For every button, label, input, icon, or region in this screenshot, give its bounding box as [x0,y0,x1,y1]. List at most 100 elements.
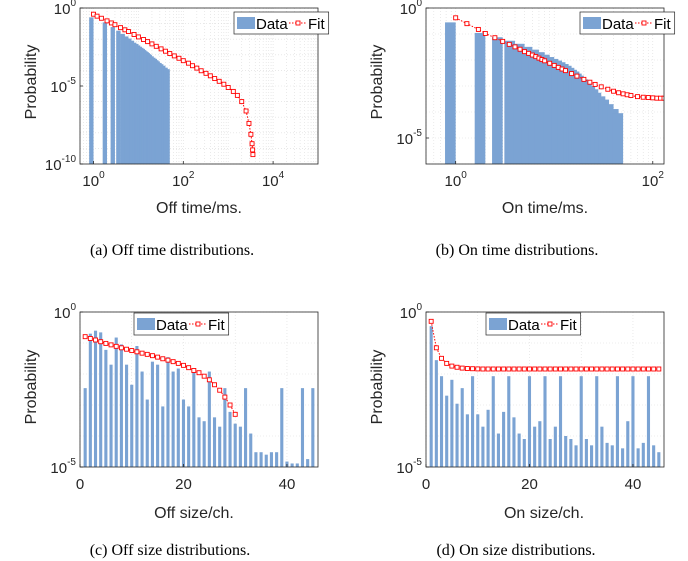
bar [104,349,108,467]
fit-point [144,351,150,357]
bar [631,376,635,467]
fit-point [587,79,593,85]
panel-c: Probability Off size/ch. (c) Off size di… [23,350,250,559]
bar [491,376,495,467]
legend-fit-label: Fit [654,16,671,33]
xlabel-b: On time/ms. [502,200,588,217]
bar [140,371,144,467]
bar [83,388,87,467]
xlabel-d: On size/ch. [504,505,584,522]
fit-point [574,73,580,79]
fit-point [522,49,528,55]
fit-point [475,26,481,32]
bar [521,46,533,164]
fit-point [118,345,124,351]
bar [533,426,537,467]
fit-line [85,336,236,415]
bar [156,364,160,467]
fit-point [249,141,255,147]
fit-point [108,342,114,348]
bar [130,384,134,467]
legend-b: Data Fit [579,11,676,35]
fit-point [129,348,135,354]
bar [445,22,456,164]
bar [465,414,469,467]
fit-point [124,346,130,352]
bar [513,43,525,164]
fit-point [542,366,548,372]
plot-a: 100 102 104 10-10 10-5 100 Data Fit [45,0,330,190]
fit-point [98,339,104,345]
bars-d [429,326,661,467]
xtick-label: 40 [625,476,642,493]
bar [564,436,568,467]
bar [646,376,651,467]
fit-point [134,349,140,355]
bar [543,376,547,467]
fit-point [149,353,155,359]
bar [161,406,165,467]
legend-fit-label: Fit [308,16,325,33]
fit-point [181,362,186,368]
bar [165,69,170,164]
bar [150,361,154,467]
fit-point [167,51,173,57]
fit-point [158,46,164,52]
fit-point [656,366,662,372]
bar [269,452,273,467]
bar [119,344,123,467]
fit-point [511,366,517,372]
bar [116,30,121,164]
fit-point [126,29,131,34]
bar [507,376,511,467]
bar [558,376,563,467]
axes-box-b [425,7,665,165]
bar [109,364,113,467]
xlabel-c: Off size/ch. [154,505,234,522]
fit-point [190,63,195,69]
bar [455,403,459,467]
fit-point [155,354,161,360]
bar [212,417,217,467]
bar [110,27,115,164]
bar [641,442,645,467]
bar [504,40,516,164]
fit-point [614,366,620,372]
fit-point [433,345,439,351]
bar [93,330,98,467]
fit-d [428,318,662,372]
bar [202,421,206,467]
xtick-label: 102 [642,170,665,190]
bar [481,426,485,467]
fit-point [625,366,631,372]
fit-point [517,46,523,52]
fit-point [490,366,496,372]
fit-point [454,364,460,370]
bar [275,452,279,467]
ytick-label: 100 [54,0,77,18]
fit-point [87,336,93,341]
fit-point [203,70,209,76]
fit-point [661,95,664,101]
fit-point [217,387,223,393]
fit-point [113,343,119,349]
bar [471,376,475,467]
fit-point [162,48,168,54]
ylabel-c: Probability [23,350,40,425]
fit-point [131,32,137,37]
fit-point [243,108,249,114]
bar [264,454,268,467]
fit-point [453,15,459,21]
fit-c [82,334,238,417]
ytick-label: 10-5 [50,76,76,96]
bar [434,360,438,467]
fit-point [196,370,202,376]
ticks-a: 100 102 104 10-10 10-5 100 [45,0,285,190]
fit-point [198,68,204,74]
fit-point [651,366,657,372]
fit-point [578,366,584,372]
bar [161,65,166,164]
fit-point [98,15,104,21]
caption-b: (b) On time distributions. [436,242,599,259]
bars-c [83,330,315,467]
